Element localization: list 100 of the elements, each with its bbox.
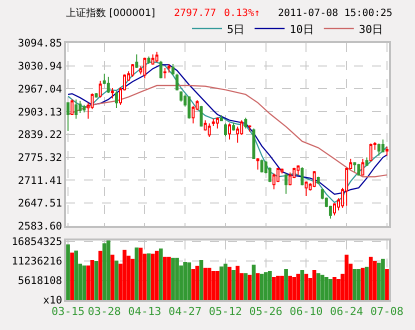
bar (150, 254, 155, 300)
candlestick (188, 96, 191, 120)
bar (191, 268, 196, 300)
legend-label: 5日 (227, 22, 245, 36)
bar (183, 262, 188, 300)
bar (356, 268, 361, 300)
bar (376, 262, 381, 300)
candlestick (106, 76, 110, 94)
y-tick-label: 2711.41 (18, 174, 62, 187)
y-tick-label: 2647.51 (18, 198, 62, 210)
candlestick (365, 156, 368, 166)
y-tick-label: x10 (43, 294, 62, 307)
bar (364, 266, 369, 300)
candlestick (114, 90, 118, 109)
candlestick (381, 139, 384, 153)
bar (324, 276, 328, 300)
bar (312, 270, 316, 300)
x-tick-label: 04-13 (128, 304, 162, 318)
bar (228, 266, 232, 300)
bar (94, 260, 98, 300)
candlestick (147, 56, 150, 65)
x-tick-label: 06-10 (290, 304, 323, 318)
bar (268, 271, 272, 300)
y-tick-label: 16854325 (12, 236, 62, 248)
bar (158, 248, 163, 300)
bar (316, 273, 320, 300)
bar (74, 250, 78, 300)
bar (304, 274, 308, 300)
candlestick (369, 142, 372, 162)
bar (187, 262, 192, 300)
bar (372, 260, 377, 300)
bar (224, 264, 228, 300)
candlestick (159, 60, 162, 79)
candlestick (316, 176, 320, 184)
candlestick (296, 164, 300, 176)
candlestick (260, 159, 264, 173)
candlestick (224, 122, 227, 137)
bar (320, 274, 324, 300)
candlestick (361, 158, 364, 176)
x-tick-label: 07-08 (370, 304, 404, 318)
y-tick-label: 2967.04 (18, 83, 62, 96)
y-tick-label: 2903.13 (18, 106, 62, 118)
bar (368, 256, 373, 300)
y-tick-label: 2583.60 (18, 220, 62, 233)
bar (292, 276, 296, 300)
bar (360, 268, 365, 300)
bar (344, 254, 349, 300)
legend-label: 10日 (290, 22, 314, 36)
bar (276, 276, 280, 300)
text: 2011-07-08 15:00:25 (278, 8, 392, 19)
bar (260, 274, 264, 300)
candlestick (377, 142, 380, 156)
bar (167, 256, 171, 300)
bar (352, 268, 357, 300)
candlestick (256, 158, 260, 170)
candlestick (212, 118, 215, 126)
y-tick-label: 3094.85 (18, 38, 62, 50)
bar (288, 276, 292, 300)
candlestick (66, 102, 70, 132)
candlestick (357, 163, 360, 176)
candlestick (94, 92, 98, 98)
bar (300, 270, 304, 300)
bar (211, 271, 216, 300)
bar (146, 253, 151, 300)
candlestick (70, 98, 74, 115)
bar (332, 276, 336, 300)
candlestick (180, 90, 183, 102)
bar (203, 268, 208, 300)
bar (272, 276, 276, 300)
bar (199, 260, 204, 300)
candlestick (232, 122, 236, 132)
bar (220, 266, 224, 300)
candlestick (284, 173, 288, 194)
bar (284, 268, 288, 300)
candlestick (74, 98, 78, 120)
candlestick (288, 172, 292, 186)
bar (122, 250, 126, 300)
candlestick (82, 104, 86, 113)
y-tick-label: 2839.22 (18, 129, 62, 142)
candlestick (163, 67, 166, 79)
bar (102, 243, 106, 300)
candlestick (312, 170, 316, 188)
bar (248, 274, 252, 300)
bar (90, 260, 94, 300)
bar (171, 258, 175, 300)
y-tick-label: 11236216 (12, 256, 62, 268)
candlestick (304, 180, 308, 197)
candlestick (300, 166, 304, 186)
x-tick-label: 05-26 (249, 304, 282, 318)
x-tick-label: 06-24 (330, 304, 364, 318)
candlestick (155, 51, 158, 63)
x-tick-label: 04-27 (168, 304, 202, 318)
bar (244, 273, 248, 300)
bar (236, 266, 240, 300)
candlestick (98, 80, 102, 98)
bar (195, 266, 200, 300)
bar (163, 256, 167, 300)
candlestick (143, 57, 146, 79)
bar (264, 272, 268, 300)
candlestick (176, 73, 179, 92)
